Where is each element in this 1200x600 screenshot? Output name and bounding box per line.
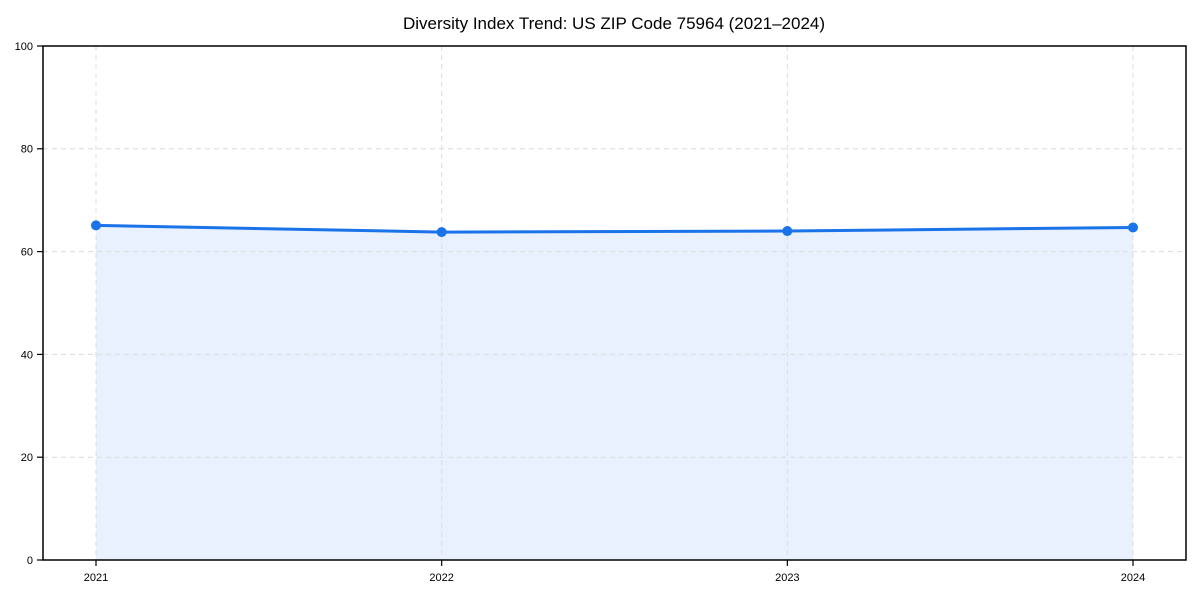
axes-layer (37, 45, 1187, 566)
y-tick-label: 60 (21, 246, 33, 258)
data-point-marker (782, 226, 793, 237)
area-fill-layer (96, 225, 1133, 561)
x-tick-label: 2024 (1121, 572, 1145, 584)
y-tick-label: 80 (21, 144, 33, 156)
x-tick-label: 2022 (429, 572, 453, 584)
y-tick-label: 100 (15, 41, 33, 53)
y-tick-label: 0 (27, 555, 33, 567)
series-area-fill (96, 225, 1133, 561)
plot-box (42, 45, 1187, 561)
data-point-marker (436, 227, 447, 238)
gridline-layer (43, 46, 1186, 560)
data-point-marker (1128, 222, 1138, 233)
y-tick-label: 20 (21, 452, 33, 464)
line-series-layer (91, 220, 1138, 238)
data-point-marker (91, 220, 101, 231)
chart-title: Diversity Index Trend: US ZIP Code 75964… (403, 14, 825, 33)
x-tick-label: 2021 (84, 572, 108, 584)
x-tick-label: 2023 (775, 572, 799, 584)
series-line (94, 223, 1135, 234)
tick-label-layer: 0 20 40 60 80 100 2021 2022 2023 2024 (15, 41, 1146, 584)
y-tick-label: 40 (21, 349, 33, 361)
